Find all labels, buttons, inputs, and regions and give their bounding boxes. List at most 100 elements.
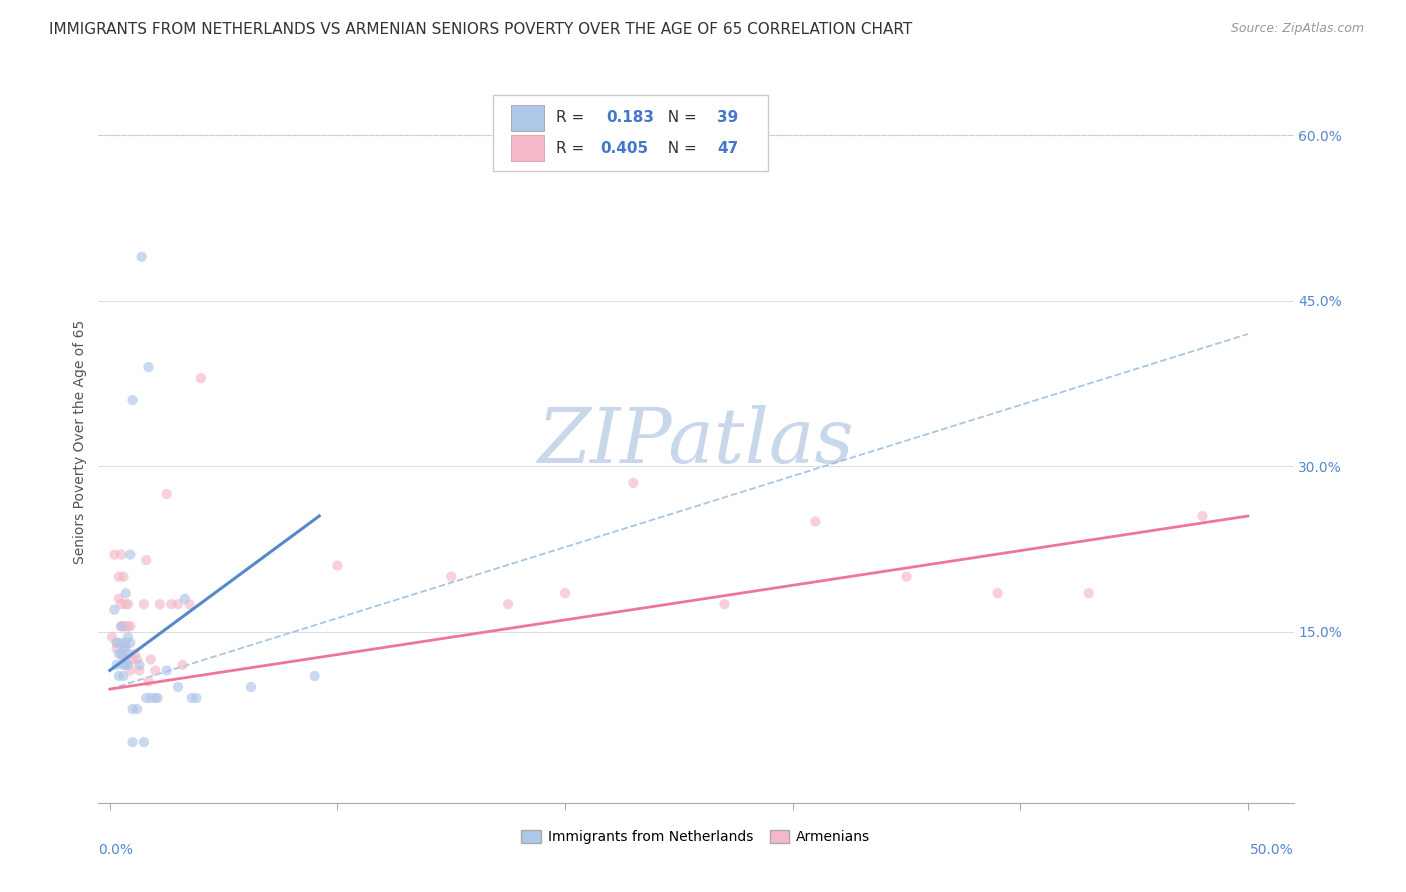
Point (172, 657, 194, 672)
Point (156, 487, 179, 501)
Point (114, 641, 136, 656)
Point (120, 619, 142, 633)
Point (112, 657, 135, 672)
FancyBboxPatch shape (510, 104, 544, 130)
Point (110, 619, 132, 633)
Point (105, 641, 128, 656)
Point (114, 636, 136, 650)
Point (120, 636, 142, 650)
Text: 0.405: 0.405 (600, 141, 648, 156)
Point (108, 647, 131, 661)
Text: 50.0%: 50.0% (1250, 843, 1294, 856)
Point (139, 691, 162, 706)
Text: ZIPatlas: ZIPatlas (537, 405, 855, 478)
Point (114, 619, 136, 633)
Point (160, 597, 183, 611)
Point (110, 647, 132, 661)
Point (112, 569, 135, 583)
Point (108, 669, 131, 683)
Point (128, 664, 150, 678)
Point (114, 657, 136, 672)
Point (112, 652, 135, 666)
Point (105, 657, 128, 672)
Text: IMMIGRANTS FROM NETHERLANDS VS ARMENIAN SENIORS POVERTY OVER THE AGE OF 65 CORRE: IMMIGRANTS FROM NETHERLANDS VS ARMENIAN … (49, 22, 912, 37)
Point (127, 702, 149, 716)
Point (143, 691, 166, 706)
Point (896, 569, 918, 583)
Point (117, 597, 139, 611)
Point (120, 664, 142, 678)
Point (110, 636, 132, 650)
Point (156, 664, 179, 678)
Point (139, 652, 162, 666)
Point (114, 597, 136, 611)
Point (1191, 508, 1213, 523)
Point (146, 691, 169, 706)
FancyBboxPatch shape (510, 136, 544, 161)
Point (186, 691, 208, 706)
Text: R =: R = (557, 141, 589, 156)
Point (117, 657, 139, 672)
Point (120, 548, 142, 562)
Point (180, 691, 202, 706)
Point (132, 735, 155, 749)
Point (105, 636, 128, 650)
Point (239, 680, 262, 694)
Text: N =: N = (658, 141, 702, 156)
Point (127, 652, 149, 666)
Point (112, 641, 135, 656)
Point (121, 735, 143, 749)
Point (117, 619, 139, 633)
Point (167, 597, 190, 611)
Point (1077, 586, 1099, 600)
Point (987, 586, 1010, 600)
Point (621, 475, 644, 490)
Point (804, 515, 827, 529)
Point (108, 569, 131, 583)
Point (326, 558, 349, 573)
Point (132, 597, 155, 611)
Point (713, 597, 735, 611)
Point (174, 591, 197, 606)
Point (554, 586, 576, 600)
Y-axis label: Seniors Poverty Over the Age of 65: Seniors Poverty Over the Age of 65 (73, 319, 87, 564)
Point (117, 647, 139, 661)
Text: 39: 39 (717, 110, 738, 125)
Point (128, 657, 150, 672)
Point (105, 636, 128, 650)
Point (135, 553, 157, 567)
Legend: Immigrants from Netherlands, Armenians: Immigrants from Netherlands, Armenians (516, 824, 876, 850)
Point (112, 647, 135, 661)
Point (190, 371, 212, 385)
Text: 0.0%: 0.0% (98, 843, 134, 856)
Point (114, 586, 136, 600)
Point (117, 631, 139, 645)
Point (131, 250, 153, 264)
Point (179, 597, 201, 611)
Point (103, 548, 125, 562)
Text: Source: ZipAtlas.com: Source: ZipAtlas.com (1230, 22, 1364, 36)
Point (135, 691, 157, 706)
Point (114, 652, 136, 666)
Point (121, 702, 143, 716)
Point (110, 597, 132, 611)
FancyBboxPatch shape (494, 95, 768, 170)
Point (138, 360, 160, 375)
Point (112, 619, 135, 633)
Text: 0.183: 0.183 (606, 110, 654, 125)
Point (121, 393, 143, 408)
Point (110, 548, 132, 562)
Point (149, 597, 172, 611)
Point (167, 680, 190, 694)
Point (110, 619, 132, 633)
Text: N =: N = (658, 110, 702, 125)
Point (124, 647, 146, 661)
Point (496, 597, 519, 611)
Point (440, 569, 463, 583)
Point (143, 664, 166, 678)
Point (103, 603, 125, 617)
Point (112, 669, 135, 683)
Point (304, 669, 326, 683)
Text: R =: R = (557, 110, 589, 125)
Point (121, 652, 143, 666)
